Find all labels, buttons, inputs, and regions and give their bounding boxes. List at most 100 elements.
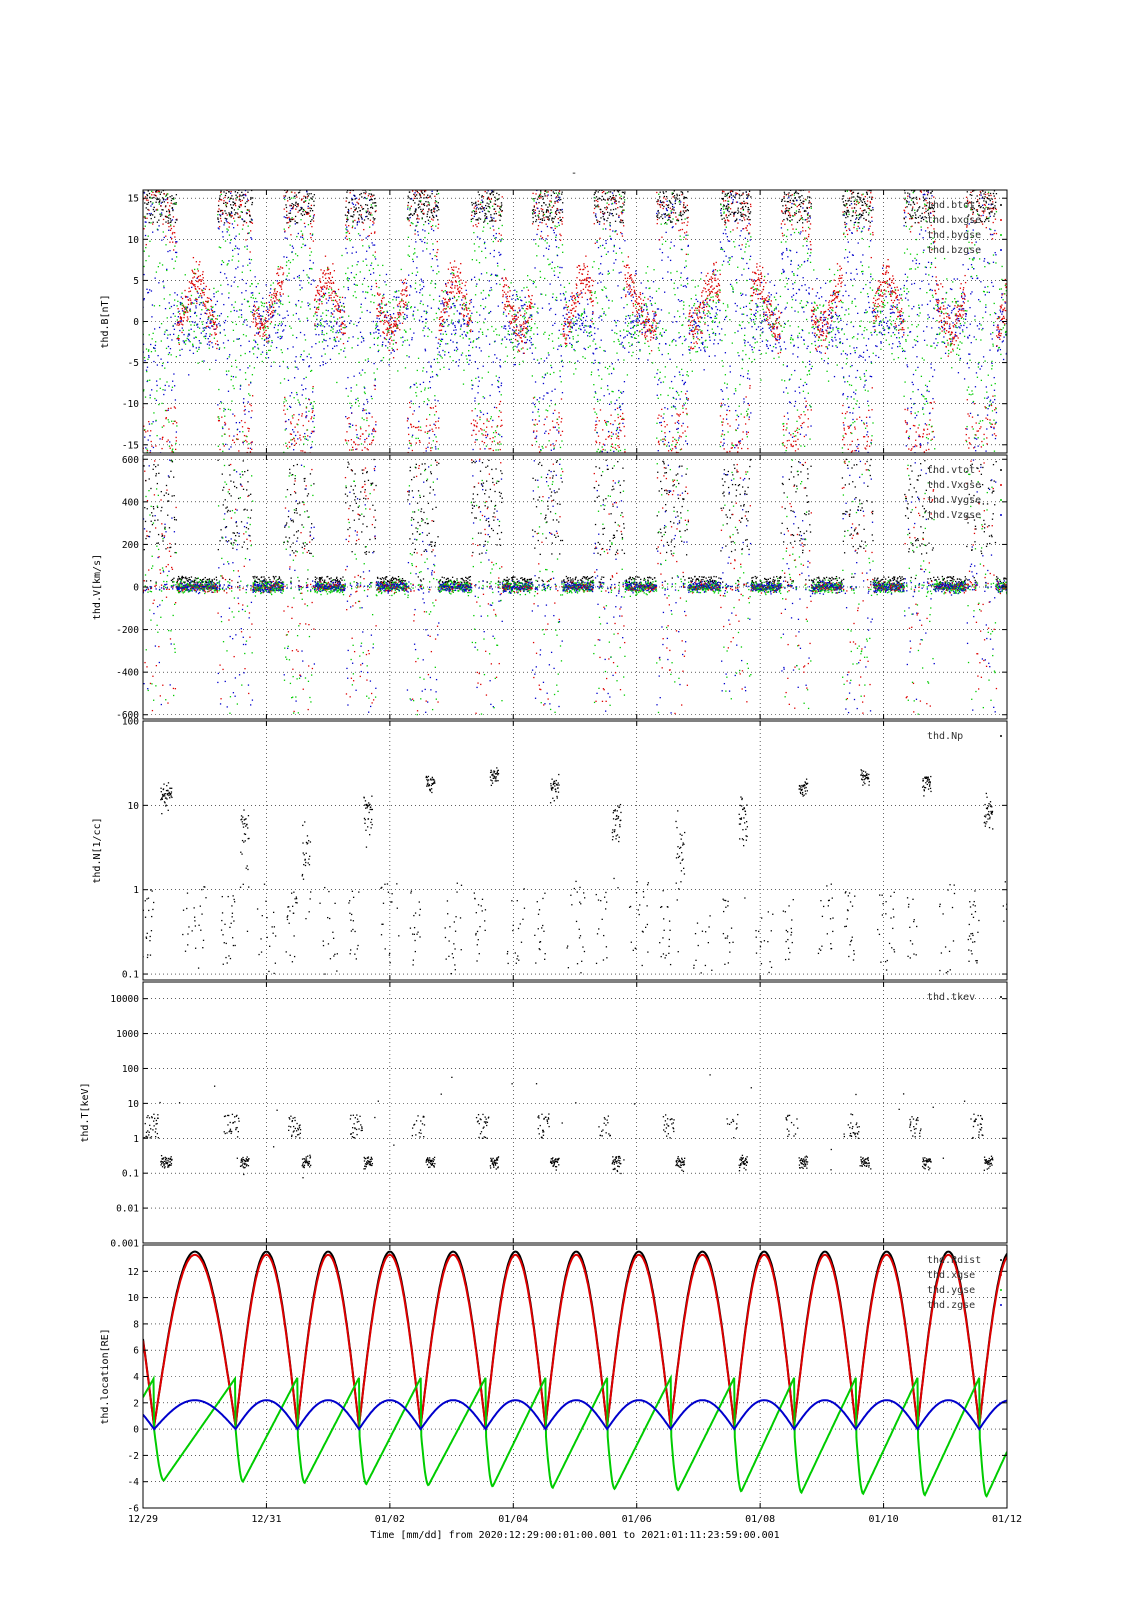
data-point xyxy=(403,302,405,305)
data-point xyxy=(429,216,431,218)
data-point xyxy=(472,217,474,220)
data-point xyxy=(560,398,563,400)
data-point xyxy=(309,207,311,209)
data-point xyxy=(587,325,589,327)
data-point xyxy=(602,187,603,188)
data-point xyxy=(453,349,456,351)
data-point xyxy=(284,396,286,399)
data-point xyxy=(522,323,524,325)
data-point xyxy=(253,367,256,369)
data-point xyxy=(436,240,438,243)
data-point xyxy=(308,353,310,355)
data-point xyxy=(535,201,537,204)
data-point xyxy=(162,362,164,365)
data-point xyxy=(224,423,227,425)
data-point xyxy=(308,420,310,422)
data-point xyxy=(191,281,193,283)
data-point xyxy=(432,269,434,272)
data-point xyxy=(490,198,493,200)
data-point xyxy=(210,308,213,310)
data-point xyxy=(559,266,561,269)
data-point xyxy=(186,310,188,312)
data-point xyxy=(346,442,348,444)
data-point xyxy=(383,337,386,339)
data-point xyxy=(268,301,270,303)
data-point xyxy=(579,293,581,295)
data-point xyxy=(361,206,363,208)
data-point xyxy=(469,317,472,319)
data-point xyxy=(397,316,400,318)
data-point xyxy=(166,440,168,443)
data-point xyxy=(604,350,606,352)
data-point xyxy=(306,212,308,214)
data-point xyxy=(525,336,527,338)
data-point xyxy=(154,216,156,218)
data-point xyxy=(281,280,283,283)
data-point xyxy=(302,208,305,211)
data-point xyxy=(203,291,205,294)
data-point xyxy=(373,202,376,204)
data-point xyxy=(451,272,453,274)
data-point xyxy=(495,212,497,215)
data-point xyxy=(479,314,481,316)
data-point xyxy=(200,332,202,334)
data-point xyxy=(240,203,242,206)
data-point xyxy=(190,328,192,330)
data-point xyxy=(310,222,312,225)
data-point xyxy=(509,320,511,323)
data-point xyxy=(550,211,553,214)
data-point xyxy=(154,191,157,193)
data-point xyxy=(265,338,268,340)
data-point xyxy=(248,430,250,432)
data-point xyxy=(359,331,362,333)
data-point xyxy=(489,201,492,203)
data-point xyxy=(244,205,246,208)
data-point xyxy=(237,213,239,215)
data-point xyxy=(332,328,334,330)
data-point xyxy=(309,187,310,188)
data-point xyxy=(330,321,332,323)
data-point xyxy=(203,282,205,284)
data-point xyxy=(325,320,328,322)
data-point xyxy=(334,291,337,293)
data-point xyxy=(386,316,388,319)
data-point xyxy=(516,295,518,298)
data-point xyxy=(143,390,145,392)
data-point xyxy=(432,219,434,221)
data-point xyxy=(392,357,395,359)
data-point xyxy=(547,191,549,193)
data-point xyxy=(360,213,362,216)
data-point xyxy=(438,209,440,211)
data-point xyxy=(271,303,274,305)
data-point xyxy=(557,194,559,196)
data-point xyxy=(475,377,477,380)
data-point xyxy=(524,313,526,315)
data-point xyxy=(468,319,471,322)
data-point xyxy=(490,416,493,418)
data-point xyxy=(161,264,164,266)
data-point xyxy=(206,322,208,324)
data-point xyxy=(575,293,578,295)
data-point xyxy=(525,341,528,344)
data-point xyxy=(294,366,297,368)
data-point xyxy=(488,206,491,208)
data-point xyxy=(434,395,436,397)
data-point xyxy=(423,204,426,207)
data-point xyxy=(224,408,226,411)
data-point xyxy=(226,214,228,216)
data-point xyxy=(277,266,279,268)
data-point xyxy=(173,197,175,199)
data-point xyxy=(559,233,561,235)
data-point xyxy=(498,386,500,389)
data-point xyxy=(278,300,280,302)
data-point xyxy=(380,320,382,323)
data-point xyxy=(532,209,535,211)
data-point xyxy=(453,260,456,262)
data-point xyxy=(604,419,606,422)
data-point xyxy=(516,298,519,300)
data-point xyxy=(550,200,552,202)
data-point xyxy=(488,198,491,200)
data-point xyxy=(324,353,326,355)
data-point xyxy=(431,224,434,227)
data-point xyxy=(474,202,477,204)
